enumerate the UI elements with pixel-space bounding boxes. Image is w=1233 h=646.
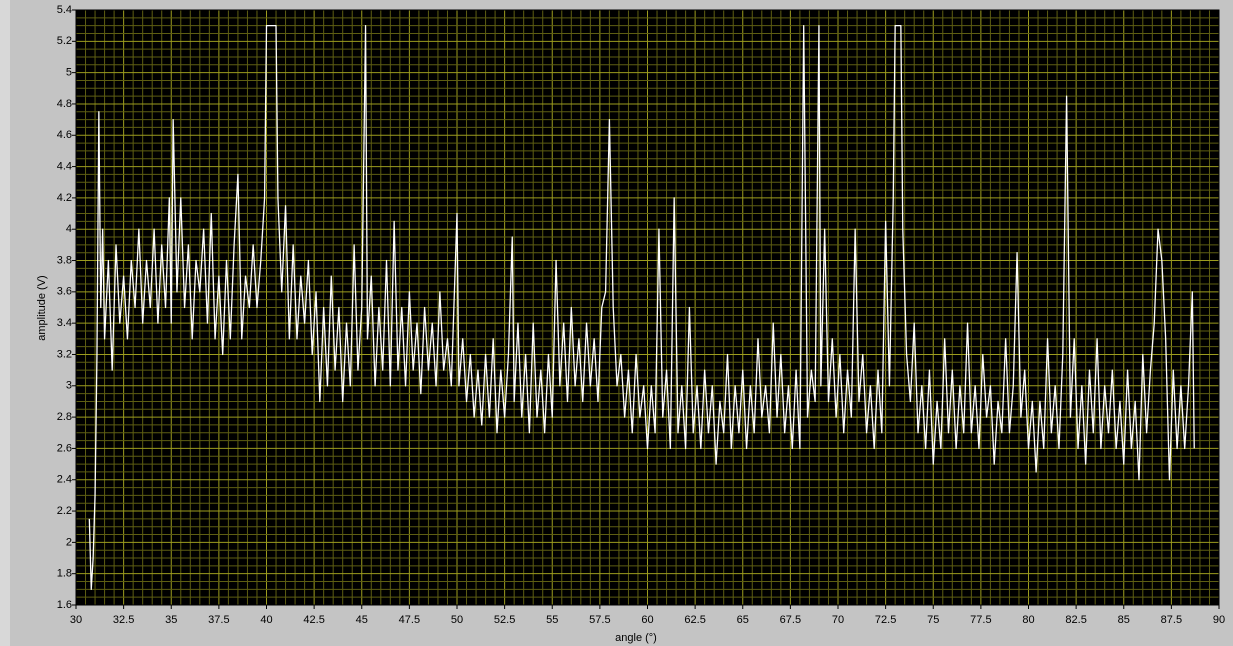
x-tick-label: 85 (1118, 614, 1130, 626)
y-tick-label: 4 (66, 223, 72, 235)
x-tick-label: 60 (641, 614, 653, 626)
x-tick-label: 57.5 (589, 614, 610, 626)
data-line (88, 25, 1195, 590)
x-tick-label: 70 (832, 614, 844, 626)
x-tick-label: 47.5 (399, 614, 420, 626)
x-tick-label: 40 (260, 614, 272, 626)
y-tick-label: 1.6 (57, 599, 72, 611)
y-tick-label: 2.2 (57, 505, 72, 517)
y-tick-label: 4.6 (57, 129, 72, 141)
y-tick-label: 3.8 (57, 254, 72, 266)
y-tick-label: 1.8 (57, 568, 72, 580)
axes: 30 32.5 35 37.5 40 42.5 45 47.5 50 52.5 55 57.5 60 62… (57, 4, 1225, 626)
y-tick-label: 3 (66, 380, 72, 392)
y-tick-label: 2.8 (57, 411, 72, 423)
x-tick-label: 35 (165, 614, 177, 626)
x-tick-label: 67.5 (780, 614, 801, 626)
y-tick-label: 3.2 (57, 348, 72, 360)
panel-edge (0, 0, 10, 646)
x-tick-label: 80 (1022, 614, 1034, 626)
x-tick-label: 87.5 (1161, 614, 1182, 626)
x-tick-label: 72.5 (875, 614, 896, 626)
x-tick-label: 37.5 (208, 614, 229, 626)
y-tick-label: 2.4 (57, 474, 72, 486)
x-tick-label: 62.5 (684, 614, 705, 626)
y-tick-label: 3.4 (57, 317, 72, 329)
x-tick-label: 45 (356, 614, 368, 626)
x-tick-label: 42.5 (303, 614, 324, 626)
plot (88, 25, 1195, 590)
x-tick-label: 55 (546, 614, 558, 626)
x-tick-label: 52.5 (494, 614, 515, 626)
x-axis-label: angle (°) (615, 632, 657, 644)
y-tick-label: 3.6 (57, 286, 72, 298)
x-tick-label: 82.5 (1065, 614, 1086, 626)
y-tick-label: 4.8 (57, 98, 72, 110)
x-tick-label: 50 (451, 614, 463, 626)
y-tick-label: 2.6 (57, 442, 72, 454)
y-tick-label: 5.4 (57, 4, 72, 16)
x-tick-label: 90 (1213, 614, 1225, 626)
y-tick-label: 2 (66, 536, 72, 548)
y-axis-label: amplitude (V) (36, 275, 48, 340)
x-tick-label: 77.5 (970, 614, 991, 626)
x-tick-label: 75 (927, 614, 939, 626)
plot-border (75, 9, 1220, 606)
x-tick-label: 65 (737, 614, 749, 626)
y-tick-label: 5.2 (57, 35, 72, 47)
x-tick-label: 30 (70, 614, 82, 626)
y-tick-label: 4.4 (57, 160, 72, 172)
grid (75, 9, 1220, 606)
y-tick-label: 5 (66, 67, 72, 79)
y-tick-label: 4.2 (57, 192, 72, 204)
x-tick-label: 32.5 (113, 614, 134, 626)
